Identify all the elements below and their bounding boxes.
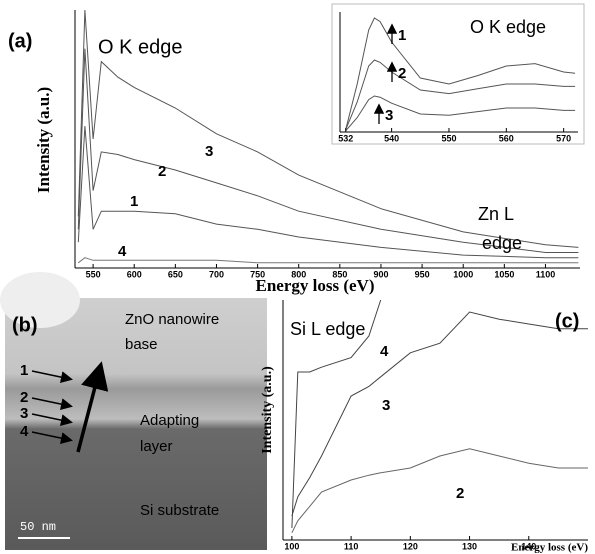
x-tick-label: 950: [415, 269, 430, 279]
x-tick-label: 532: [338, 133, 353, 143]
curve-label: 3: [382, 397, 390, 414]
x-tick-label: 110: [344, 541, 359, 551]
x-tick-label: 560: [499, 133, 514, 143]
region-label: base: [125, 336, 158, 353]
region-label: layer: [140, 438, 173, 455]
marker-label: 1: [20, 362, 28, 379]
curve-label: 4: [118, 243, 127, 260]
x-tick-label: 700: [209, 269, 224, 279]
curve-label: 1: [398, 27, 406, 44]
spectrum-line: [292, 449, 588, 533]
x-tick-label: 550: [86, 269, 101, 279]
x-tick-label: 600: [127, 269, 142, 279]
x-tick-label: 1050: [494, 269, 514, 279]
edge-title: O K edge: [470, 17, 546, 37]
x-tick-label: 120: [403, 541, 418, 551]
curve-label: 4: [380, 343, 389, 360]
marker-label: 4: [20, 423, 29, 440]
y-axis-label: Intensity (a.u.): [260, 366, 275, 454]
edge-title: Si L edge: [290, 319, 365, 339]
edge-title: O K edge: [98, 36, 183, 58]
x-tick-label: 540: [384, 133, 399, 143]
marker-label: 3: [20, 405, 28, 422]
annotation: edge: [482, 233, 522, 253]
panel-b: (b) ZnO nanowire base Adapting layer Si …: [0, 272, 267, 550]
panel-label: (c): [555, 310, 579, 332]
curve-label: 2: [456, 485, 464, 502]
region-label: Si substrate: [140, 502, 219, 519]
chart: 3 2 1 532 540 550 560 570 O K edge: [332, 4, 584, 144]
x-tick-label: 1100: [536, 269, 556, 279]
x-tick-label: 1000: [453, 269, 473, 279]
curve-label: 2: [158, 163, 166, 180]
x-tick-label: 130: [462, 541, 477, 551]
curve-label: 1: [130, 193, 138, 210]
x-tick-label: 100: [284, 541, 299, 551]
curve-label: 3: [205, 143, 213, 160]
x-axis-label: Energy loss (eV): [511, 542, 588, 554]
scale-label: 50 nm: [20, 520, 56, 534]
figure: (b) ZnO nanowire base Adapting layer Si …: [0, 0, 595, 554]
x-tick-label: 650: [168, 269, 183, 279]
x-axis-label: Energy loss (eV): [256, 276, 375, 295]
marker-label: 2: [20, 389, 28, 406]
spectrum-line: [78, 258, 578, 263]
panel-label: (a): [8, 30, 32, 52]
x-tick-label: 900: [373, 269, 388, 279]
panel-label: (b): [12, 314, 38, 336]
region-label: ZnO nanowire: [125, 311, 219, 328]
inset-frame: [332, 4, 584, 144]
x-tick-label: 550: [441, 133, 456, 143]
spectrum-line: [292, 312, 588, 516]
x-tick-label: 570: [556, 133, 571, 143]
curve-label: 2: [398, 65, 406, 82]
curve-label: 3: [385, 107, 393, 124]
annotation: Zn L: [478, 204, 514, 224]
region-label: Adapting: [140, 412, 199, 429]
y-axis-label: Intensity (a.u.): [34, 87, 53, 193]
